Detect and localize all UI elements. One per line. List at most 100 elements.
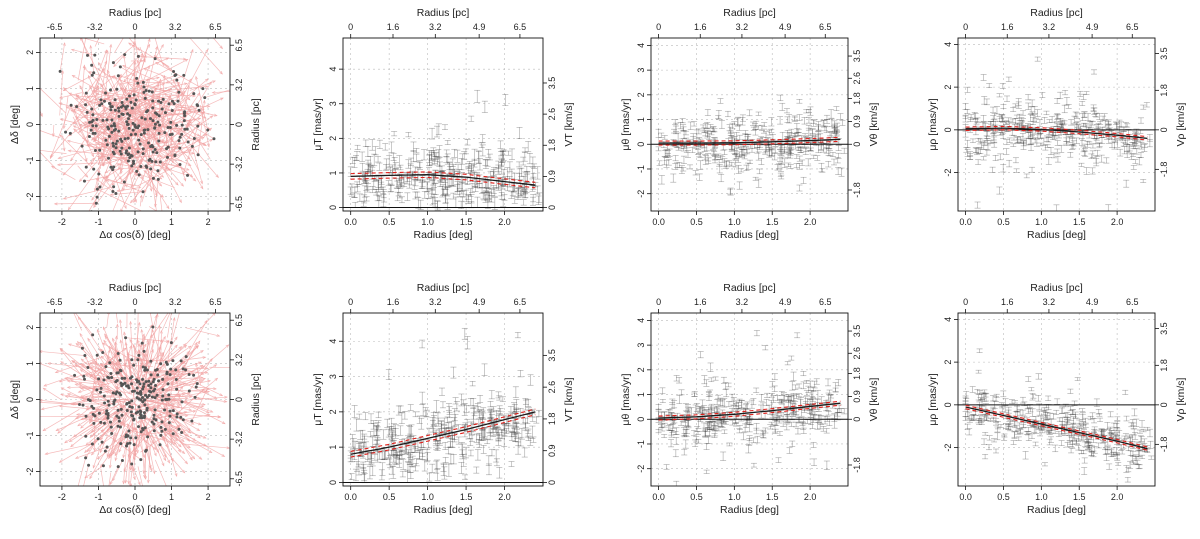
vector-arrowhead xyxy=(147,64,150,69)
star-point xyxy=(122,180,126,184)
star-point xyxy=(196,124,200,128)
vector-arrow xyxy=(68,162,103,210)
y-axis-right: -1.801.83.5Vρ [km/s] xyxy=(1155,47,1187,177)
right-tick-label: 0.9 xyxy=(547,170,557,183)
star-point xyxy=(112,165,116,169)
vector-arrowhead xyxy=(155,95,160,99)
vector-arrow xyxy=(174,139,213,156)
vector-arrowhead xyxy=(161,217,163,220)
top-tick-label: 0 xyxy=(132,22,137,32)
x-axis-bottom: 0.0 0.5 1.0 1.5 2.0 Radius [deg] xyxy=(959,211,1123,241)
vector-arrow xyxy=(93,120,114,142)
vector-arrowhead xyxy=(62,196,67,200)
vector-arrowhead xyxy=(107,69,110,74)
star-point xyxy=(134,132,138,136)
vector-arrow xyxy=(130,135,150,188)
vector-arrowhead xyxy=(158,148,162,153)
vector-arrow xyxy=(157,100,173,136)
vector-arrow xyxy=(123,44,150,93)
vector-arrowhead xyxy=(157,222,159,225)
vector-arrow xyxy=(72,68,105,113)
vector-arrow xyxy=(128,42,170,67)
vector-arrow xyxy=(97,188,143,211)
vector-arrowhead xyxy=(119,82,123,87)
vector-arrow xyxy=(174,146,191,149)
star-point xyxy=(128,94,132,98)
vector-arrowhead xyxy=(110,115,115,119)
vector-arrowhead xyxy=(161,163,166,167)
vector-arrow xyxy=(194,138,207,146)
star-point xyxy=(111,150,115,154)
vector-arrowhead xyxy=(202,99,206,104)
vector-arrow xyxy=(72,75,116,101)
star-point xyxy=(104,138,108,142)
star-point xyxy=(90,107,94,111)
vector-arrowhead xyxy=(72,125,77,129)
star-point xyxy=(101,118,105,122)
vector-arrowhead xyxy=(116,189,121,193)
star-point xyxy=(123,53,127,57)
x-axis-label: Radius [deg] xyxy=(1027,229,1086,241)
star-point xyxy=(180,132,184,136)
vector-arrow xyxy=(122,134,142,167)
vector-arrow xyxy=(144,98,150,132)
vector-arrow xyxy=(179,164,186,181)
vector-arrow xyxy=(150,93,196,97)
star-point xyxy=(157,139,161,143)
vector-arrow xyxy=(101,132,119,162)
star-point xyxy=(105,118,109,122)
y-tick-label: 1 xyxy=(328,170,338,175)
vector-arrowhead xyxy=(158,153,162,157)
top-tick-label: 4.9 xyxy=(779,22,792,32)
vector-arrowhead xyxy=(120,178,124,183)
vector-arrow xyxy=(134,38,139,61)
vector-arrowhead xyxy=(154,127,158,132)
star-point xyxy=(129,100,133,104)
x-axis-top: 0 1.6 3.2 4.9 6.5 Radius [pc] xyxy=(963,7,1139,38)
vector-arrowhead xyxy=(89,44,93,49)
vector-arrow xyxy=(80,38,102,80)
vector-arrowhead xyxy=(141,91,144,96)
vector-arrowhead xyxy=(160,174,165,178)
vector-arrow xyxy=(157,155,184,187)
star-point xyxy=(156,169,160,173)
star-point xyxy=(141,80,145,84)
star-point xyxy=(145,165,149,169)
y-tick-label: 4 xyxy=(328,67,338,72)
star-point xyxy=(113,98,117,102)
vector-arrowhead xyxy=(95,178,100,182)
vector-arrow xyxy=(159,97,163,115)
star-point xyxy=(163,111,167,115)
star-point xyxy=(155,151,159,155)
star-point xyxy=(148,117,152,121)
vector-arrow xyxy=(126,75,176,95)
star-point xyxy=(176,99,180,103)
vector-arrowhead xyxy=(190,48,194,53)
vector-arrowhead xyxy=(215,174,219,179)
vector-arrowhead xyxy=(51,133,55,138)
star-point xyxy=(129,133,133,137)
right-tick-label: 0 xyxy=(852,142,862,147)
star-point xyxy=(98,148,102,152)
star-point xyxy=(175,123,179,127)
star-point xyxy=(158,160,162,164)
vector-arrow xyxy=(180,49,209,101)
x-axis-bottom: 0.0 0.5 1.0 1.5 2.0 Radius [deg] xyxy=(652,211,816,241)
y-tick-label: 4 xyxy=(636,43,646,48)
vector-arrowhead xyxy=(139,221,142,223)
vector-arrow xyxy=(170,97,224,123)
vector-arrowhead xyxy=(154,192,158,197)
x-tick-label: 1.0 xyxy=(1035,217,1048,227)
star-point xyxy=(118,149,122,153)
errorbar-points xyxy=(347,89,543,211)
star-point xyxy=(85,110,89,114)
vector-arrow xyxy=(63,186,114,200)
vector-arrowhead xyxy=(67,149,72,153)
vector-arrow xyxy=(174,78,209,108)
vector-arrowhead xyxy=(84,174,89,178)
vector-arrow xyxy=(164,134,173,172)
vector-arrow xyxy=(120,115,157,152)
vector-arrowhead xyxy=(182,90,186,95)
star-point xyxy=(126,112,130,116)
vector-arrow xyxy=(177,49,194,99)
